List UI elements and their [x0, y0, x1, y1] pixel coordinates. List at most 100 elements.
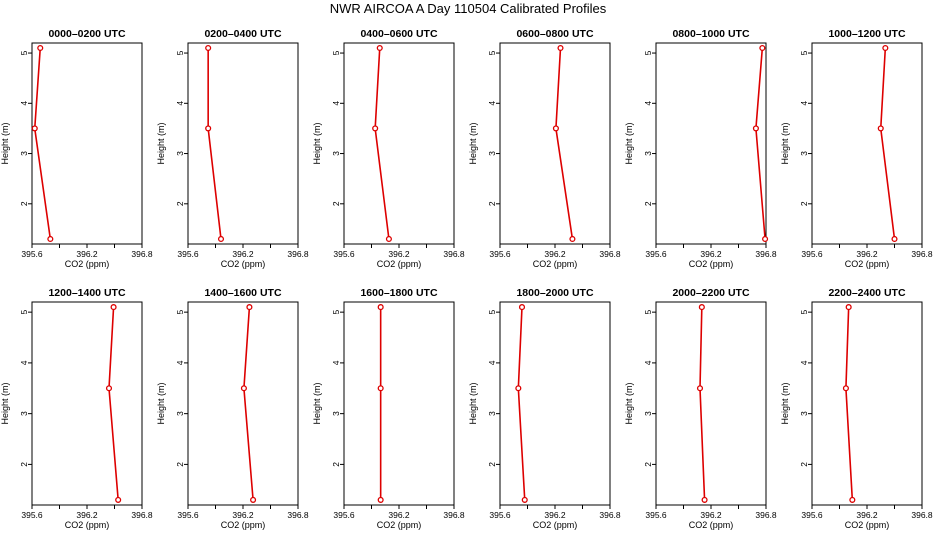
profile-line: [207, 48, 222, 240]
y-tick-label: 4: [19, 101, 29, 106]
profile-line: [555, 47, 574, 240]
x-axis-label: CO2 (ppm): [689, 259, 734, 269]
data-point: [377, 304, 384, 311]
x-tick-label: 396.8: [443, 510, 465, 520]
y-tick-label: 3: [175, 411, 185, 416]
y-tick-label: 4: [643, 101, 653, 106]
y-tick-label: 5: [487, 50, 497, 55]
y-tick-label: 4: [487, 360, 497, 365]
x-axis-label: CO2 (ppm): [221, 520, 266, 530]
y-axis-label: Height (m): [0, 382, 10, 424]
x-tick-label: 395.6: [21, 510, 43, 520]
profile-panel: 0200–0400 UTC 395.6 396.2 396.8 2 3 4 5 CO2 (ppm…: [156, 28, 309, 269]
x-tick-label: 396.8: [755, 510, 777, 520]
data-point: [240, 385, 247, 392]
x-axis-label: CO2 (ppm): [65, 259, 110, 269]
y-tick-label: 2: [487, 201, 497, 206]
y-tick-label: 5: [799, 310, 809, 315]
data-point: [205, 44, 212, 52]
y-tick-label: 5: [19, 50, 29, 55]
data-point: [377, 385, 384, 392]
data-point: [217, 235, 225, 243]
y-tick-label: 2: [331, 201, 341, 206]
panel-title: 1400–1600 UTC: [204, 287, 281, 299]
y-tick-label: 3: [643, 151, 653, 156]
y-tick-label: 4: [175, 101, 185, 106]
y-tick-label: 3: [643, 411, 653, 416]
y-tick-label: 4: [175, 360, 185, 365]
panel-title: 0000–0200 UTC: [48, 28, 125, 40]
profile-panel: 0800–1000 UTC 395.6 396.2 396.8 2 3 4 5 CO2 (ppm…: [624, 28, 777, 269]
y-axis-label: Height (m): [312, 122, 322, 164]
profile-line: [879, 47, 896, 240]
y-tick-label: 3: [487, 411, 497, 416]
x-tick-label: 395.6: [177, 249, 199, 259]
data-point: [385, 235, 392, 243]
panel-title: 1200–1400 UTC: [48, 287, 125, 299]
y-tick-label: 5: [487, 310, 497, 315]
x-tick-label: 396.8: [287, 510, 309, 520]
y-tick-label: 3: [331, 151, 341, 156]
x-tick-label: 395.6: [801, 510, 823, 520]
data-point: [31, 125, 38, 132]
profile-line: [374, 47, 390, 240]
profile-line: [33, 47, 52, 240]
y-tick-label: 5: [331, 50, 341, 55]
y-tick-label: 4: [799, 101, 809, 106]
y-tick-label: 2: [19, 201, 29, 206]
x-tick-label: 395.6: [177, 510, 199, 520]
profile-panel: 0400–0600 UTC 395.6 396.2 396.8 2 3 4 5 CO2 (ppm…: [312, 28, 465, 269]
x-tick-label: 396.8: [443, 249, 465, 259]
panel-title: 0800–1000 UTC: [672, 28, 749, 40]
x-tick-label: 396.8: [599, 510, 621, 520]
profile-line: [755, 47, 766, 240]
profile-panel: 0000–0200 UTC 395.6 396.2 396.8 2 3 4 5 CO2 (ppm…: [0, 28, 153, 269]
data-point: [521, 496, 528, 503]
profile-line: [845, 307, 854, 500]
y-tick-label: 3: [19, 411, 29, 416]
profile-line: [243, 307, 254, 500]
panel-frame: [499, 42, 611, 245]
data-point: [698, 304, 705, 311]
x-tick-label: 396.2: [232, 510, 254, 520]
y-axis-label: Height (m): [468, 122, 478, 164]
data-point: [376, 44, 383, 52]
panel-frame: [187, 301, 299, 506]
panel-frame: [187, 42, 299, 245]
data-point: [37, 44, 44, 52]
x-axis-label: CO2 (ppm): [533, 520, 578, 530]
data-point: [115, 496, 122, 503]
data-point: [701, 496, 708, 503]
data-point: [518, 304, 526, 311]
y-tick-label: 5: [331, 310, 341, 315]
panel-title: 0400–0600 UTC: [360, 28, 437, 40]
x-tick-label: 396.2: [76, 510, 98, 520]
y-axis-label: Height (m): [780, 122, 790, 164]
y-tick-label: 2: [799, 201, 809, 206]
panel-frame: [811, 42, 923, 245]
y-axis-label: Height (m): [780, 382, 790, 424]
y-tick-label: 2: [799, 462, 809, 467]
data-point: [377, 496, 384, 503]
x-tick-label: 396.2: [544, 510, 566, 520]
y-tick-label: 4: [331, 360, 341, 365]
profile-panel: 2200–2400 UTC 395.6 396.2 396.8 2 3 4 5 CO2 (ppm…: [780, 287, 933, 530]
y-tick-label: 3: [799, 151, 809, 156]
profile-panel: 2000–2200 UTC 395.6 396.2 396.8 2 3 4 5 CO2 (ppm…: [624, 287, 777, 530]
y-axis-label: Height (m): [156, 382, 166, 424]
y-tick-label: 3: [487, 151, 497, 156]
y-tick-label: 5: [643, 50, 653, 55]
data-point: [752, 125, 759, 132]
y-tick-label: 2: [19, 462, 29, 467]
y-tick-label: 3: [799, 411, 809, 416]
y-tick-label: 2: [487, 462, 497, 467]
x-tick-label: 396.8: [131, 249, 153, 259]
x-tick-label: 396.2: [856, 249, 878, 259]
data-point: [246, 304, 253, 311]
x-tick-label: 395.6: [645, 510, 667, 520]
y-tick-label: 5: [175, 310, 185, 315]
x-tick-label: 396.2: [700, 249, 722, 259]
y-tick-label: 5: [799, 50, 809, 55]
x-tick-label: 396.2: [388, 510, 410, 520]
y-axis-label: Height (m): [156, 122, 166, 164]
